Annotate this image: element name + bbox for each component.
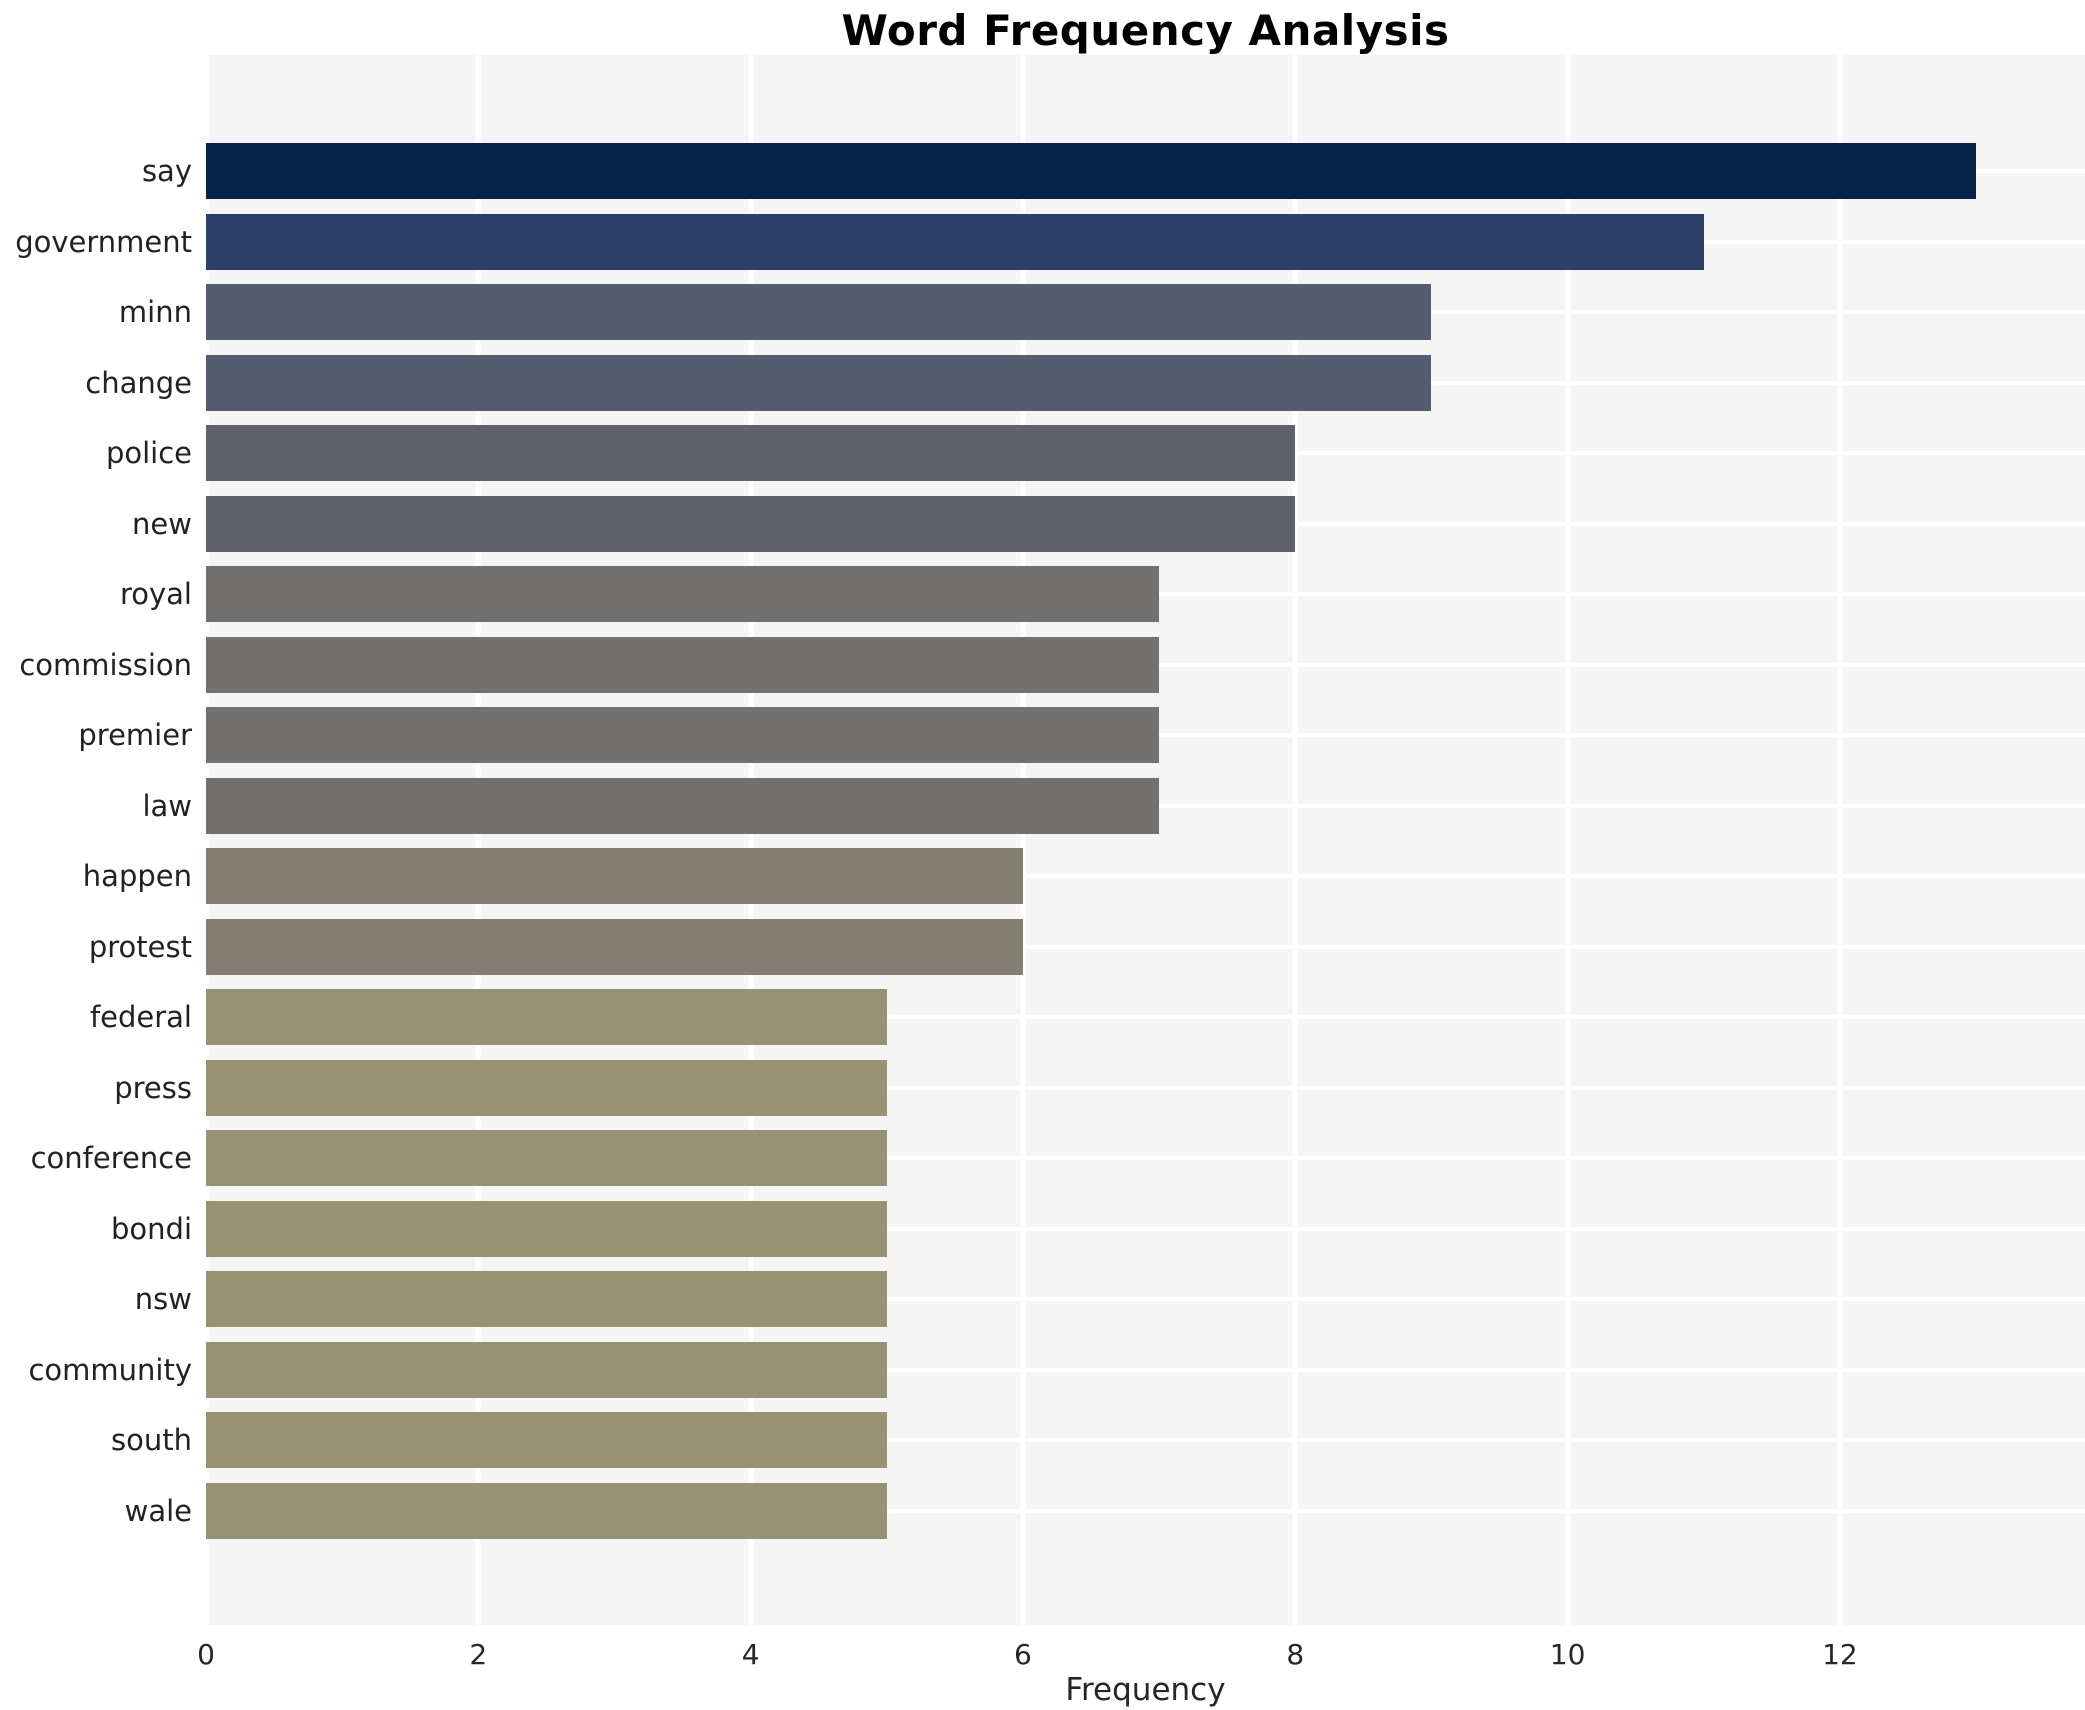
bar-conference — [206, 1130, 887, 1186]
bar-nsw — [206, 1271, 887, 1327]
y-tick-label-press: press — [114, 1070, 192, 1105]
y-tick-label-federal: federal — [89, 1000, 192, 1034]
bar-community — [206, 1341, 887, 1398]
y-tick-label-south: south — [111, 1423, 192, 1457]
bar-law — [206, 777, 1160, 834]
y-tick-label-commission: commission — [19, 647, 192, 682]
y-tick-label-law: law — [142, 788, 192, 823]
bar-police — [206, 425, 1296, 481]
bar-new — [206, 495, 1296, 552]
bar-federal — [206, 989, 887, 1045]
bar-protest — [206, 918, 1023, 975]
y-tick-label-government: government — [15, 224, 192, 259]
bar-royal — [206, 566, 1160, 622]
bar-change — [206, 354, 1432, 411]
bar-premier — [206, 707, 1160, 763]
x-tick-label: 6 — [1014, 1638, 1032, 1671]
y-gridline — [206, 1297, 2085, 1301]
y-tick-label-protest: protest — [88, 929, 192, 964]
x-gridline — [1837, 55, 1843, 1625]
plot-area — [203, 55, 2085, 1625]
y-gridline — [206, 1156, 2085, 1160]
bar-happen — [206, 848, 1023, 904]
x-gridline — [1020, 55, 1026, 1625]
bar-press — [206, 1059, 887, 1116]
bar-south — [206, 1412, 887, 1468]
y-tick-label-say: say — [141, 154, 192, 188]
y-tick-label-nsw: nsw — [134, 1282, 192, 1316]
x-tick-label: 12 — [1822, 1638, 1858, 1671]
y-tick-label-happen: happen — [82, 859, 192, 893]
x-tick-label: 8 — [1286, 1638, 1305, 1671]
bar-bondi — [206, 1200, 887, 1257]
y-tick-label-new: new — [132, 506, 192, 541]
y-gridline — [206, 1015, 2085, 1019]
y-gridline — [206, 1438, 2085, 1442]
y-tick-label-conference: conference — [30, 1141, 192, 1175]
y-tick-label-minn: minn — [118, 295, 192, 329]
bar-say — [206, 143, 1977, 199]
y-gridline — [206, 1085, 2085, 1090]
x-axis-title: Frequency — [1065, 1672, 1226, 1708]
y-tick-label-change: change — [85, 365, 192, 400]
x-gridline — [203, 55, 209, 1625]
y-gridline — [206, 874, 2085, 878]
bar-government — [206, 213, 1704, 270]
x-tick-label: 2 — [469, 1638, 488, 1671]
y-gridline — [206, 1367, 2085, 1372]
y-tick-label-bondi: bondi — [111, 1211, 192, 1246]
x-tick-label: 10 — [1549, 1638, 1586, 1671]
y-gridline — [206, 1226, 2085, 1231]
y-tick-label-community: community — [28, 1352, 192, 1387]
chart-title: Word Frequency Analysis — [841, 6, 1450, 55]
x-gridline — [1292, 55, 1298, 1625]
y-gridline — [206, 944, 2085, 949]
bar-commission — [206, 636, 1160, 693]
x-tick-label: 4 — [741, 1638, 760, 1671]
y-gridline — [206, 1508, 2085, 1513]
y-tick-label-premier: premier — [78, 718, 192, 752]
x-tick-label: 0 — [197, 1638, 215, 1671]
bar-minn — [206, 284, 1432, 340]
y-tick-label-police: police — [105, 436, 192, 470]
x-gridline — [1565, 55, 1571, 1625]
x-gridline — [475, 55, 481, 1625]
x-gridline — [748, 55, 754, 1625]
bar-wale — [206, 1482, 887, 1539]
y-tick-label-wale: wale — [124, 1493, 192, 1528]
y-tick-label-royal: royal — [119, 577, 192, 611]
